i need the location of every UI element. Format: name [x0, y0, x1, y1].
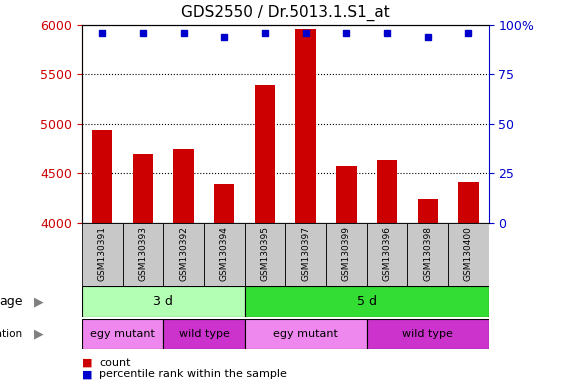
Text: GSM130398: GSM130398 [423, 226, 432, 281]
Bar [82, 319, 163, 349]
Bar [82, 223, 123, 286]
Bar [82, 286, 245, 317]
Text: ■: ■ [82, 369, 93, 379]
Text: wild type: wild type [402, 329, 453, 339]
Bar [285, 223, 326, 286]
Bar [245, 319, 367, 349]
Text: GSM130393: GSM130393 [138, 226, 147, 281]
Bar [326, 223, 367, 286]
Text: ▶: ▶ [34, 295, 44, 308]
Title: GDS2550 / Dr.5013.1.S1_at: GDS2550 / Dr.5013.1.S1_at [181, 5, 390, 21]
Bar [163, 319, 245, 349]
Text: count: count [99, 358, 131, 368]
Text: 5 d: 5 d [357, 295, 377, 308]
Text: GSM130391: GSM130391 [98, 226, 107, 281]
Text: GSM130399: GSM130399 [342, 226, 351, 281]
Bar [245, 223, 285, 286]
Bar [418, 199, 438, 223]
Text: GSM130396: GSM130396 [383, 226, 392, 281]
Bar [367, 319, 489, 349]
Bar [245, 286, 489, 317]
Text: GSM130400: GSM130400 [464, 226, 473, 281]
Bar [123, 223, 163, 286]
Bar [133, 154, 153, 223]
Text: egy mutant: egy mutant [90, 329, 155, 339]
Text: GSM130392: GSM130392 [179, 226, 188, 281]
Text: egy mutant: egy mutant [273, 329, 338, 339]
Text: 3 d: 3 d [153, 295, 173, 308]
Text: ▶: ▶ [34, 328, 44, 341]
Bar [204, 223, 245, 286]
Text: wild type: wild type [179, 329, 229, 339]
Bar [214, 184, 234, 223]
Bar [92, 130, 112, 223]
Text: GSM130394: GSM130394 [220, 226, 229, 281]
Bar [173, 149, 194, 223]
Bar [336, 166, 357, 223]
Text: genotype/variation: genotype/variation [0, 329, 23, 339]
Bar [163, 223, 204, 286]
Bar [448, 223, 489, 286]
Bar [458, 182, 479, 223]
Bar [295, 29, 316, 223]
Bar [255, 85, 275, 223]
Bar [377, 161, 397, 223]
Text: GSM130397: GSM130397 [301, 226, 310, 281]
Bar [407, 223, 448, 286]
Text: age: age [0, 295, 23, 308]
Text: ■: ■ [82, 358, 93, 368]
Text: percentile rank within the sample: percentile rank within the sample [99, 369, 287, 379]
Text: GSM130395: GSM130395 [260, 226, 270, 281]
Bar [367, 223, 407, 286]
